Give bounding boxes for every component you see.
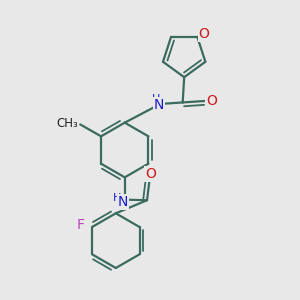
- Text: O: O: [199, 28, 210, 41]
- Text: CH₃: CH₃: [56, 117, 78, 130]
- Text: H: H: [113, 193, 122, 203]
- Text: N: N: [154, 98, 164, 112]
- Text: O: O: [206, 94, 217, 108]
- Text: H: H: [152, 94, 160, 104]
- Text: O: O: [146, 167, 156, 182]
- Text: F: F: [77, 218, 85, 233]
- Text: N: N: [118, 195, 128, 209]
